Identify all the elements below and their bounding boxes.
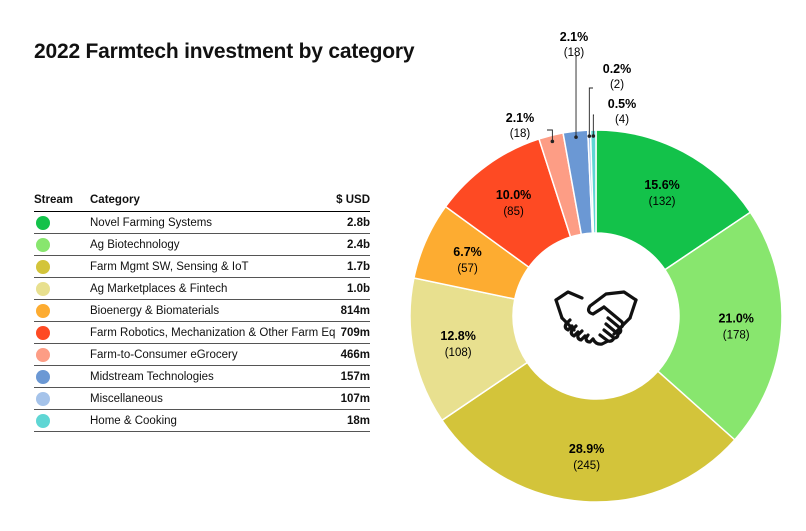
legend-swatch xyxy=(36,325,50,340)
legend-category: Ag Biotechnology xyxy=(90,233,337,256)
slice-label: 21.0% xyxy=(718,312,753,326)
legend-swatch xyxy=(36,303,50,318)
legend-swatch xyxy=(36,413,50,428)
callout-label: 0.2% xyxy=(603,62,632,76)
legend-category: Home & Cooking xyxy=(90,409,337,432)
legend-swatch xyxy=(36,369,50,384)
legend-table: Stream Category $ USD Novel Farming Syst… xyxy=(34,190,370,432)
slice-count: (178) xyxy=(723,330,750,342)
legend-category: Miscellaneous xyxy=(90,387,337,410)
legend-value: 107m xyxy=(336,387,370,410)
slice-0 xyxy=(595,129,752,271)
legend-row: Midstream Technologies 157m xyxy=(34,365,370,388)
legend-category: Bioenergy & Biomaterials xyxy=(90,299,337,322)
slice-9 xyxy=(589,129,597,234)
callout-count: (18) xyxy=(564,47,585,59)
callout-count: (18) xyxy=(510,128,531,140)
legend-category: Farm Robotics, Mechanization & Other Far… xyxy=(90,321,337,344)
slice-count: (132) xyxy=(649,196,676,208)
legend-value: 18m xyxy=(336,409,370,432)
legend-swatch xyxy=(36,281,50,296)
callout-dot xyxy=(550,139,555,144)
legend-swatch xyxy=(36,215,50,230)
legend-value: 2.4b xyxy=(336,233,370,256)
legend-swatch xyxy=(36,237,50,252)
legend-row: Ag Marketplaces & Fintech 1.0b xyxy=(34,277,370,300)
legend-value: 466m xyxy=(336,343,370,366)
legend-value: 814m xyxy=(336,299,370,322)
slice-label: 10.0% xyxy=(496,188,531,202)
slice-2 xyxy=(440,361,736,503)
legend-value: 1.0b xyxy=(336,277,370,300)
slice-label: 15.6% xyxy=(644,178,679,192)
slice-count: (108) xyxy=(445,347,472,359)
legend-value: 2.8b xyxy=(336,211,370,234)
legend-value: 1.7b xyxy=(336,255,370,278)
header-category: Category xyxy=(90,190,337,212)
legend-category: Farm-to-Consumer eGrocery xyxy=(90,343,337,366)
legend-row: Novel Farming Systems 2.8b xyxy=(34,211,370,234)
slice-label: 28.9% xyxy=(569,442,604,456)
handshake-icon xyxy=(554,290,638,346)
slice-1 xyxy=(656,211,783,441)
legend-swatch xyxy=(36,391,50,406)
callout-count: (4) xyxy=(615,114,629,126)
callout-line xyxy=(588,87,593,137)
callout-dot xyxy=(591,134,596,138)
legend-row: Bioenergy & Biomaterials 814m xyxy=(34,299,370,322)
legend-value: 157m xyxy=(336,365,370,388)
callout-label: 2.1% xyxy=(506,111,535,125)
header-usd: $ USD xyxy=(336,190,370,212)
legend-category: Novel Farming Systems xyxy=(90,211,337,234)
legend-row: Farm Robotics, Mechanization & Other Far… xyxy=(34,321,370,344)
legend-category: Ag Marketplaces & Fintech xyxy=(90,277,337,300)
slice-label: 12.8% xyxy=(440,329,475,343)
slice-label: 6.7% xyxy=(453,245,482,259)
legend-row: Miscellaneous 107m xyxy=(34,387,370,410)
slice-count: (57) xyxy=(457,263,478,275)
header-stream: Stream xyxy=(34,190,90,212)
callout-dot xyxy=(587,134,592,138)
legend-row: Farm Mgmt SW, Sensing & IoT 1.7b xyxy=(34,255,370,278)
legend-row: Farm-to-Consumer eGrocery 466m xyxy=(34,343,370,366)
legend-swatch xyxy=(36,347,50,362)
slice-count: (85) xyxy=(503,206,524,218)
callout-label: 0.5% xyxy=(608,97,637,111)
legend-body: Novel Farming Systems 2.8b Ag Biotechnolog… xyxy=(34,211,370,432)
legend-category: Midstream Technologies xyxy=(90,365,337,388)
callout-count: (2) xyxy=(610,79,624,91)
callout-line xyxy=(592,114,594,137)
legend-header-row: Stream Category $ USD xyxy=(34,190,370,212)
legend-row: Home & Cooking 18m xyxy=(34,409,370,432)
slice-3 xyxy=(409,277,529,422)
legend-row: Ag Biotechnology 2.4b xyxy=(34,233,370,256)
legend-swatch xyxy=(36,259,50,274)
legend-category: Farm Mgmt SW, Sensing & IoT xyxy=(90,255,337,278)
callout-line xyxy=(547,129,553,142)
slice-count: (245) xyxy=(573,460,600,472)
callout-line xyxy=(575,55,577,138)
legend-value: 709m xyxy=(336,321,370,344)
page-title: 2022 Farmtech investment by category xyxy=(34,40,415,63)
callout-label: 2.1% xyxy=(560,30,589,44)
callout-dot xyxy=(574,135,578,139)
